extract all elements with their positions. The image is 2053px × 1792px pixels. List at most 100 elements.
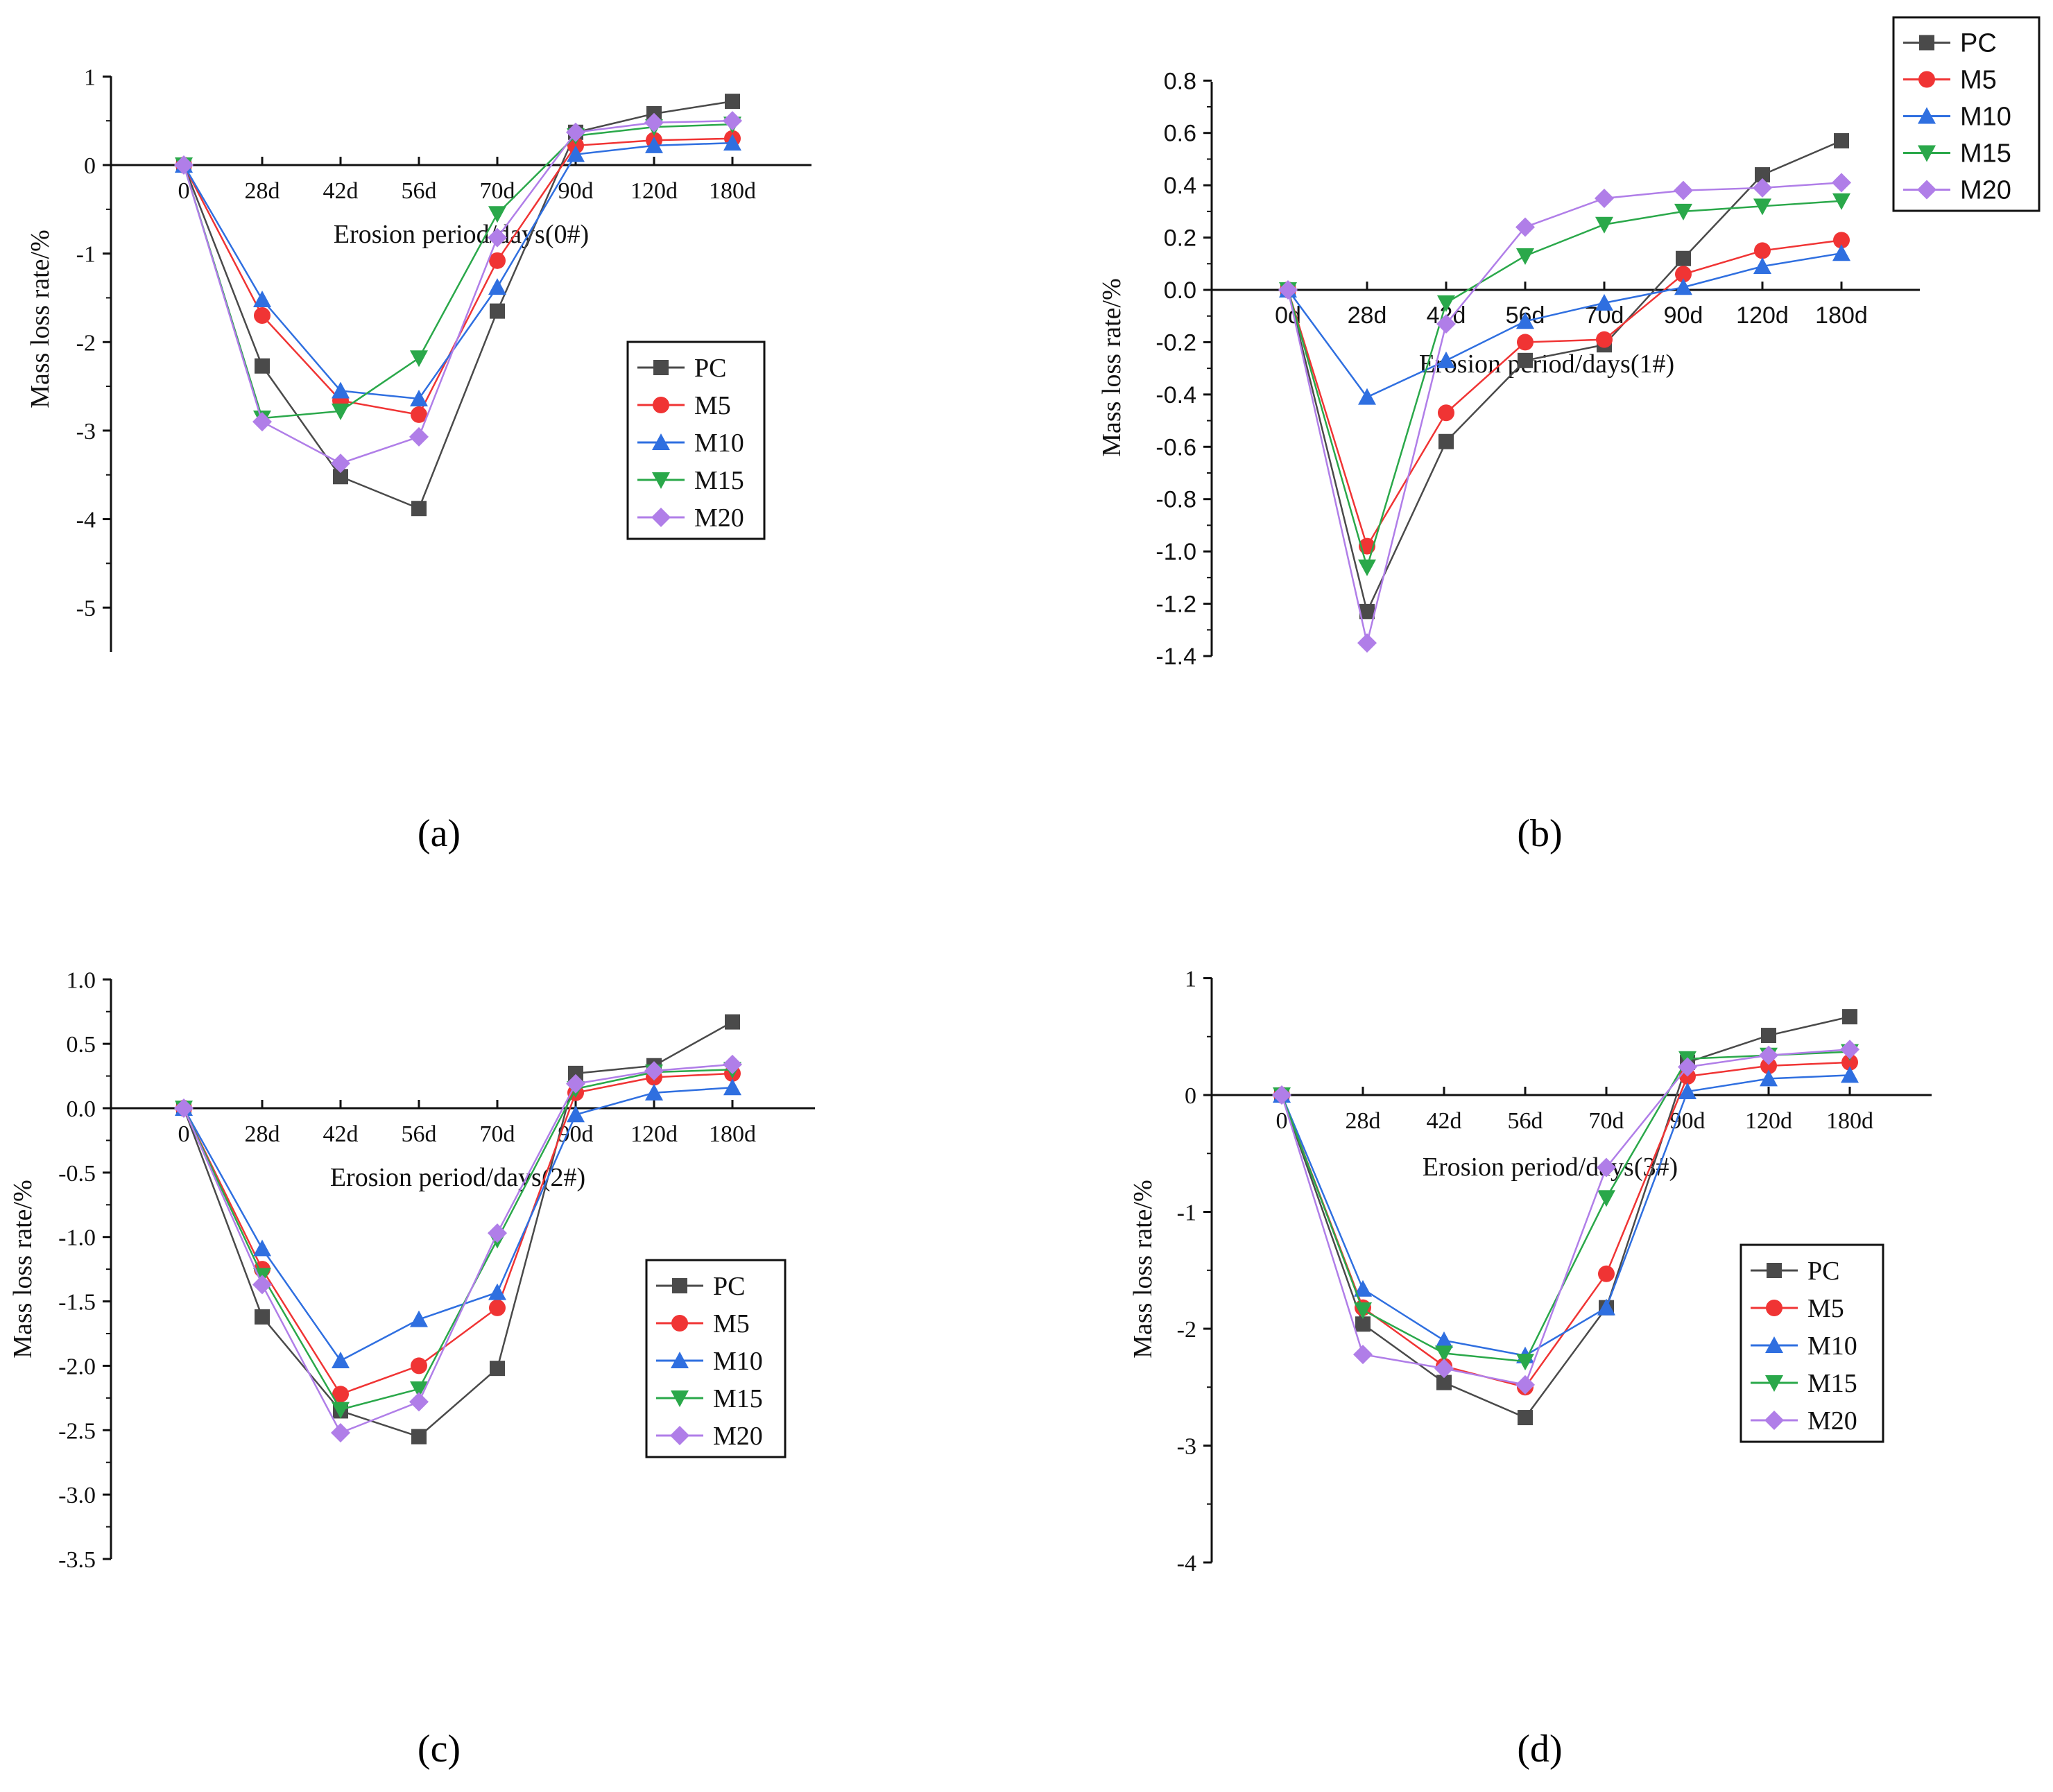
data-point-m10 [567,145,585,162]
x-tick-label: 180d [709,178,756,204]
data-point-m5 [254,307,270,324]
series-line-m20 [182,119,733,465]
series-line-m15 [1280,1051,1850,1363]
legend-marker-m15 [652,472,670,489]
y-tick-label: -2.0 [58,1354,96,1379]
series-line-m5 [182,1072,733,1395]
legend-label-m5: M5 [694,391,731,420]
data-point-m10 [410,389,428,406]
series-m20 [1272,1040,1859,1395]
data-point-pc [1834,133,1849,149]
chart-panel-4: 1 0 -1 -2 -3 -4 0 28d 42d 56d 70d 90d 120d 180d Erosio… [1128,967,1932,1576]
legend-marker-m10 [1918,107,1936,124]
data-point-m20 [566,1074,585,1094]
data-point-pc [1755,167,1770,183]
panel-label-c: (c) [417,1728,461,1771]
data-point-pc [1761,1028,1776,1044]
data-point-m15 [1435,1345,1453,1363]
data-point-m20 [1759,1045,1778,1065]
data-point-m10 [1674,278,1692,295]
series-line-pc [182,100,733,510]
legend-label-m20: M20 [1960,176,2011,205]
data-point-m10 [488,278,506,295]
series-line-m20 [182,1063,733,1434]
data-point-m20 [1597,1157,1616,1178]
y-tick-label: 0 [1185,1083,1196,1109]
data-point-m15 [1358,559,1376,576]
data-point-m10 [1435,1331,1453,1348]
data-point-m5 [1517,334,1534,351]
x-tick-label: 120d [630,1121,678,1147]
x-axis-title: Erosion period/days(3#) [1423,1153,1678,1182]
series-line-pc [1280,1015,1850,1419]
data-point-pc [255,1309,270,1325]
data-point-m20 [1674,180,1693,200]
legend-marker-m10 [671,1352,689,1368]
data-point-m20 [723,1054,742,1074]
y-tick-label: -1.0 [1156,539,1196,565]
y-tick-label: -0.5 [58,1161,96,1187]
y-tick-label: 0.0 [67,1096,96,1122]
data-point-pc [1436,1375,1452,1390]
legend-marker-m20 [1917,180,1936,200]
chart-panel-3: 1.0 0.5 0.0 -0.5 -1.0 -1.5 -2.0 -2.5 -3.0 -3.5 0 28… [8,967,815,1573]
data-point-pc [1676,250,1691,266]
y-tick-label: 0.6 [1164,121,1196,147]
data-point-m20 [644,1061,664,1081]
data-point-m20 [1753,178,1772,198]
data-point-m10 [1437,351,1455,368]
data-point-m20 [1515,217,1535,237]
data-point-pc [255,358,270,374]
data-point-m10 [1678,1082,1696,1099]
y-tick-label: -1.0 [58,1225,96,1251]
data-point-m5 [1841,1053,1858,1071]
x-tick-label: 28d [245,1121,280,1147]
series-line-m10 [1280,1074,1850,1357]
x-tick-label: 0 [1276,1108,1288,1134]
series-m10 [1279,244,1850,405]
data-point-m15 [1832,193,1850,210]
legend-label-pc: PC [1960,29,1997,58]
data-point-pc [1438,433,1454,449]
chart-panel-2: 0.8 0.6 0.4 0.2 0.0 -0.2 -0.4 -0.6 -0.8 -1.0 -1.2 -… [1097,16,2041,670]
data-point-m20 [1357,633,1377,653]
y-tick-label: -3.0 [58,1483,96,1508]
y-tick-label: -3.5 [58,1547,96,1573]
data-point-m15 [1437,295,1455,312]
data-point-m15 [332,1402,350,1419]
data-point-pc [568,1065,583,1081]
series-line-m15 [1287,200,1842,571]
data-point-m20 [409,427,429,447]
legend-label-m15: M15 [694,466,744,495]
series-line-m10 [182,141,733,400]
data-point-m20 [644,112,664,132]
series-line-m15 [182,123,733,420]
y-tick-label: 0.8 [1164,68,1196,94]
x-tick-label: 90d [558,178,594,204]
legend-marker-pc [653,360,669,375]
data-point-m10 [1597,1298,1615,1316]
legend-label-m10: M10 [694,429,744,458]
y-axis-title: Mass loss rate/% [1097,278,1126,457]
legend-marker-m20 [670,1426,689,1445]
y-tick-label: 0.0 [1164,277,1196,304]
data-point-m10 [410,1310,428,1327]
data-point-m5 [1596,331,1613,348]
x-tick-label: 120d [1745,1108,1792,1134]
data-point-pc [1518,352,1533,368]
data-point-m5 [1760,1057,1777,1074]
legend-box [1892,16,2041,212]
x-axis-title: Erosion period/days(1#) [1419,350,1674,379]
data-point-m15 [1674,203,1692,221]
legend-label-m20: M20 [1807,1406,1857,1436]
data-point-pc [1359,603,1375,619]
legend-label-pc: PC [1807,1257,1839,1286]
data-point-m20 [409,1392,429,1412]
y-tick-label: -1.4 [1156,644,1196,670]
data-point-pc [725,94,740,110]
data-point-m10 [645,1083,663,1101]
y-tick-label: -1.2 [1156,592,1196,618]
data-point-pc [1518,1410,1533,1426]
panel-label-a: (a) [417,812,461,855]
data-point-m20 [174,155,194,175]
